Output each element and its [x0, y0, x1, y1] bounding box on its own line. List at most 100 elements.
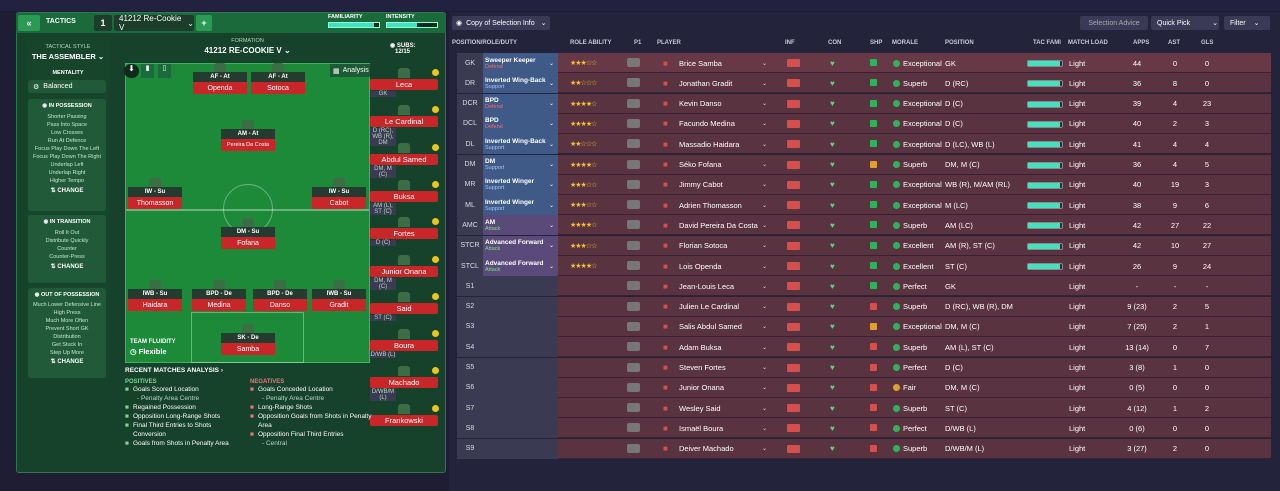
pitch-player-card[interactable]: SK - De Samba	[221, 333, 275, 357]
role-duty-selector[interactable]: Inverted Winger Support	[483, 195, 558, 216]
chevron-down-icon[interactable]: ⌄	[549, 182, 555, 189]
player-name[interactable]: Steven Fortes	[679, 363, 726, 372]
selection-advice-button[interactable]: Selection Advice	[1080, 16, 1148, 30]
role-duty-selector[interactable]: Advanced Forward Attack	[483, 256, 558, 276]
sub-player-card[interactable]: Boura D/WB (L)	[370, 340, 438, 362]
sub-player-card[interactable]: Buksa AM (L), ST (C)	[370, 190, 438, 215]
tactic-selector[interactable]: 41212 Re-Cookie V ⌄	[114, 14, 194, 32]
add-tactic-button[interactable]: +	[196, 15, 212, 31]
analysis-button[interactable]: ▦ Analysis	[330, 64, 370, 77]
swap-icon[interactable]	[432, 255, 439, 263]
sub-player-card[interactable]: Machado D/WB/M (L)	[370, 377, 438, 402]
swap-icon[interactable]	[432, 143, 439, 151]
in-possession-change-button[interactable]: ⇅ CHANGE	[50, 188, 84, 194]
player-name[interactable]: Jonathan Gradit	[679, 78, 733, 88]
table-row[interactable]: STCL Advanced Forward Attack ⌄ ★★★★☆ ■ Lois Op…	[457, 256, 1271, 276]
pitch-player-card[interactable]: DM - Su Fofana	[221, 227, 275, 251]
role-duty-selector[interactable]	[483, 337, 558, 358]
chevron-down-icon[interactable]: ⌄	[762, 324, 768, 331]
chevron-down-icon[interactable]: ⌄	[762, 263, 768, 270]
chevron-down-icon[interactable]: ⌄	[762, 60, 768, 67]
chevron-down-icon[interactable]: ⌄	[762, 80, 768, 87]
analysis-title[interactable]: RECENT MATCHES ANALYSIS ›	[125, 367, 224, 374]
column-header[interactable]: AST	[1168, 40, 1180, 46]
table-row[interactable]: GK Sweeper Keeper Defend ⌄ ★★★☆☆ ■ Brice Samba…	[457, 53, 1271, 73]
sub-player-card[interactable]: Le Cardinal D (RC), WB (R), DM	[370, 116, 438, 147]
table-row[interactable]: DL Inverted Wing-Back Support ⌄ ★★☆☆☆ ■ Massad…	[457, 134, 1271, 155]
role-duty-selector[interactable]: DM Support	[483, 154, 558, 175]
chart-icon[interactable]: ▮	[141, 64, 154, 78]
table-row[interactable]: S4 ■ Adam Buksa ⌄ ♥ Superb AM (L), ST (C) Light…	[457, 337, 1271, 358]
table-row[interactable]: DR Inverted Wing-Back Support ⌄ ★★☆☆☆ ■ Jonath…	[457, 73, 1271, 94]
column-header[interactable]: CON	[828, 40, 842, 46]
filter-button[interactable]: Filter ⌄	[1224, 16, 1270, 30]
player-name[interactable]: Deiver Machado	[679, 444, 734, 454]
swap-icon[interactable]	[432, 367, 439, 375]
column-header[interactable]: P1	[634, 40, 642, 46]
column-header[interactable]: INF	[785, 40, 795, 46]
table-row[interactable]: S5 ■ Steven Fortes ⌄ ♥ Perfect D (C) Light 3 (8)…	[457, 357, 1271, 378]
chevron-down-icon[interactable]: ⌄	[762, 446, 768, 453]
swap-icon[interactable]	[432, 180, 439, 188]
table-row[interactable]: S1 ■ Jean-Louis Leca ⌄ ♥ Perfect GK Light - - -	[457, 276, 1271, 297]
quick-pick-button[interactable]: Quick Pick ⌄	[1151, 16, 1219, 30]
role-duty-selector[interactable]: BPD Defend	[483, 113, 558, 134]
swap-icon[interactable]	[432, 292, 439, 300]
sub-player-card[interactable]: Junior Onana DM, M (C)	[370, 265, 438, 290]
sub-player-card[interactable]: Fortes D (C)	[370, 228, 438, 250]
column-header[interactable]: POSITION/ROLE/DUTY	[452, 40, 518, 46]
table-row[interactable]: DM DM Support ⌄ ★★★★☆ ■ Séko Fofana ⌄ ♥ Superb DM,…	[457, 154, 1271, 175]
pitch-player-card[interactable]: IW - Su Thomasson	[128, 187, 182, 211]
role-duty-selector[interactable]	[483, 296, 558, 317]
role-duty-selector[interactable]	[483, 316, 558, 337]
formation-selector[interactable]: 41212 RE-COOKIE V ⌄	[125, 46, 370, 55]
table-row[interactable]: ML Inverted Winger Support ⌄ ★★★☆☆ ■ Adrien Th…	[457, 195, 1271, 216]
chevron-down-icon[interactable]: ⌄	[549, 222, 555, 229]
table-row[interactable]: S7 ■ Wesley Said ⌄ ♥ Superb ST (C) Light 4 (12) 1…	[457, 398, 1271, 419]
back-button[interactable]: «	[18, 15, 40, 31]
chevron-down-icon[interactable]: ⌄	[549, 80, 555, 87]
player-name[interactable]: Kevin Danso	[679, 99, 722, 109]
column-header[interactable]: ROLE ABILITY	[570, 40, 612, 46]
swap-icon[interactable]	[432, 404, 439, 412]
column-header[interactable]: SHP	[870, 40, 883, 46]
in-transition-change-button[interactable]: ⇅ CHANGE	[50, 264, 84, 270]
role-duty-selector[interactable]: Inverted Wing-Back Support	[483, 134, 558, 155]
role-duty-selector[interactable]	[483, 438, 558, 459]
swap-icon[interactable]	[432, 330, 439, 338]
player-name[interactable]: Séko Fofana	[679, 160, 722, 169]
table-row[interactable]: DCR BPD Defend ⌄ ★★★★☆ ■ Kevin Danso ⌄ ♥ Exceptio…	[457, 93, 1271, 114]
role-duty-selector[interactable]: BPD Defend	[483, 93, 558, 114]
role-duty-selector[interactable]	[483, 398, 558, 419]
pitch-player-card[interactable]: BPD - De Medina	[192, 289, 246, 313]
chevron-down-icon[interactable]: ⌄	[762, 425, 768, 432]
player-name[interactable]: Julien Le Cardinal	[679, 302, 740, 312]
chevron-down-icon[interactable]: ⌄	[762, 141, 768, 148]
chevron-down-icon[interactable]: ⌄	[549, 202, 555, 209]
pitch-player-card[interactable]: IW - Su Cabot	[312, 187, 366, 211]
role-duty-selector[interactable]: Inverted Wing-Back Support	[483, 73, 558, 94]
player-name[interactable]: Ismaël Boura	[679, 423, 724, 433]
pitch-player-card[interactable]: AM - At Pereira Da Costa	[221, 129, 275, 153]
player-name[interactable]: Massadio Haidara	[679, 139, 740, 149]
table-row[interactable]: MR Inverted Winger Support ⌄ ★★★☆☆ ■ Jimmy Cab…	[457, 174, 1271, 195]
role-duty-selector[interactable]	[483, 357, 558, 378]
sub-player-card[interactable]: Frankowski	[370, 414, 438, 437]
role-duty-selector[interactable]: Inverted Winger Support	[483, 174, 558, 195]
chevron-down-icon[interactable]: ⌄	[762, 182, 768, 189]
chevron-down-icon[interactable]: ⌄	[549, 263, 555, 270]
chevron-down-icon[interactable]: ⌄	[549, 121, 555, 128]
column-header[interactable]: TAC FAMI	[1033, 40, 1061, 46]
chevron-down-icon[interactable]: ⌄	[762, 304, 768, 311]
pitch-player-card[interactable]: IWB - Su Gradit	[312, 289, 366, 313]
chevron-down-icon[interactable]: ⌄	[762, 365, 768, 371]
player-name[interactable]: Lois Openda	[679, 261, 722, 271]
chevron-down-icon[interactable]: ⌄	[762, 283, 768, 290]
column-header[interactable]: POSITION	[945, 40, 974, 46]
role-duty-selector[interactable]	[483, 276, 558, 297]
out-of-possession-change-button[interactable]: ⇅ CHANGE	[50, 359, 84, 365]
card-icon[interactable]: ▯	[158, 64, 171, 78]
mentality-select[interactable]: ⚙ Balanced	[28, 80, 106, 93]
player-name[interactable]: Facundo Medina	[679, 119, 735, 129]
tactic-slot[interactable]: 1	[94, 15, 112, 31]
